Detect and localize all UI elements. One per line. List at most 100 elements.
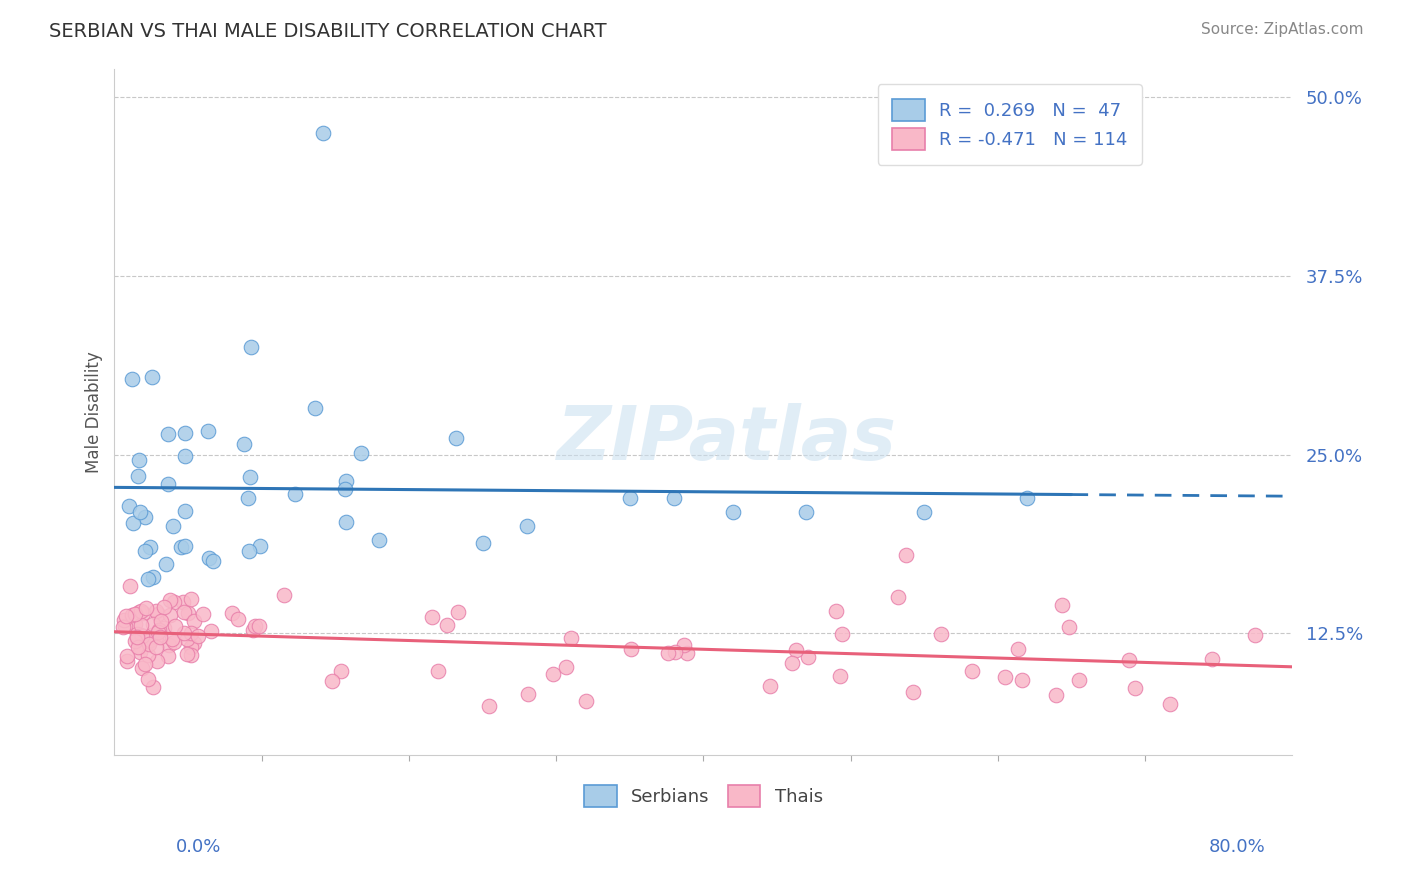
Point [202, 554, 225, 568]
Point [221, 606, 243, 620]
Point [136, 572, 159, 586]
Point [575, 694, 598, 708]
Point [139, 540, 162, 554]
Point [132, 606, 155, 620]
Point [1118, 653, 1140, 667]
Point [148, 623, 170, 637]
Point [156, 476, 179, 491]
Point [368, 533, 391, 548]
Point [124, 634, 146, 648]
Point [176, 647, 198, 661]
Point [304, 401, 326, 415]
Point [149, 614, 172, 628]
Point [249, 540, 271, 554]
Point [121, 372, 143, 386]
Point [759, 679, 782, 693]
Point [444, 430, 467, 444]
Text: 0.0%: 0.0% [176, 838, 221, 856]
Point [197, 424, 219, 438]
Point [896, 548, 918, 562]
Point [238, 491, 260, 506]
Point [177, 606, 200, 620]
Point [198, 550, 221, 565]
Point [159, 593, 181, 607]
Point [128, 605, 150, 619]
Point [170, 540, 193, 554]
Point [721, 505, 744, 519]
Point [180, 640, 202, 654]
Point [127, 630, 149, 644]
Point [1052, 598, 1074, 612]
Point [138, 633, 160, 648]
Point [516, 687, 538, 701]
Point [157, 638, 180, 652]
Point [172, 595, 194, 609]
Point [1007, 641, 1029, 656]
Point [284, 487, 307, 501]
Point [657, 646, 679, 660]
Point [114, 619, 136, 633]
Point [247, 619, 270, 633]
Point [134, 544, 156, 558]
Point [159, 608, 181, 623]
Text: Source: ZipAtlas.com: Source: ZipAtlas.com [1201, 22, 1364, 37]
Point [226, 612, 249, 626]
Point [1159, 698, 1181, 712]
Point [239, 340, 262, 354]
Point [335, 516, 357, 530]
Point [173, 504, 195, 518]
Point [117, 654, 139, 668]
Point [1244, 628, 1267, 642]
Point [118, 579, 141, 593]
Point [929, 626, 952, 640]
Point [238, 544, 260, 558]
Point [155, 558, 177, 572]
Point [232, 437, 254, 451]
Point [796, 505, 818, 519]
Point [142, 570, 165, 584]
Point [664, 645, 686, 659]
Point [1069, 673, 1091, 687]
Point [350, 446, 373, 460]
Point [335, 474, 357, 488]
Point [901, 685, 924, 699]
Point [560, 631, 582, 645]
Point [149, 630, 172, 644]
Point [1201, 652, 1223, 666]
Point [541, 666, 564, 681]
Point [797, 650, 820, 665]
Point [785, 643, 807, 657]
Point [673, 638, 696, 652]
Point [157, 648, 180, 663]
Point [912, 505, 935, 519]
Point [662, 491, 685, 505]
Point [994, 670, 1017, 684]
Point [330, 665, 353, 679]
Point [163, 635, 186, 649]
Y-axis label: Male Disability: Male Disability [86, 351, 103, 473]
Point [112, 614, 135, 628]
Point [146, 654, 169, 668]
Point [127, 469, 149, 483]
Point [239, 470, 262, 484]
Point [187, 629, 209, 643]
Point [825, 603, 848, 617]
Point [160, 632, 183, 646]
Point [134, 509, 156, 524]
Point [180, 591, 202, 606]
Point [245, 618, 267, 632]
Point [312, 126, 335, 140]
Point [145, 603, 167, 617]
Point [176, 632, 198, 647]
Point [136, 672, 159, 686]
Point [831, 627, 853, 641]
Point [128, 452, 150, 467]
Point [426, 664, 449, 678]
Point [145, 630, 167, 644]
Point [447, 605, 470, 619]
Point [1045, 688, 1067, 702]
Point [134, 657, 156, 672]
Point [174, 449, 197, 463]
Point [121, 608, 143, 623]
Point [131, 629, 153, 643]
